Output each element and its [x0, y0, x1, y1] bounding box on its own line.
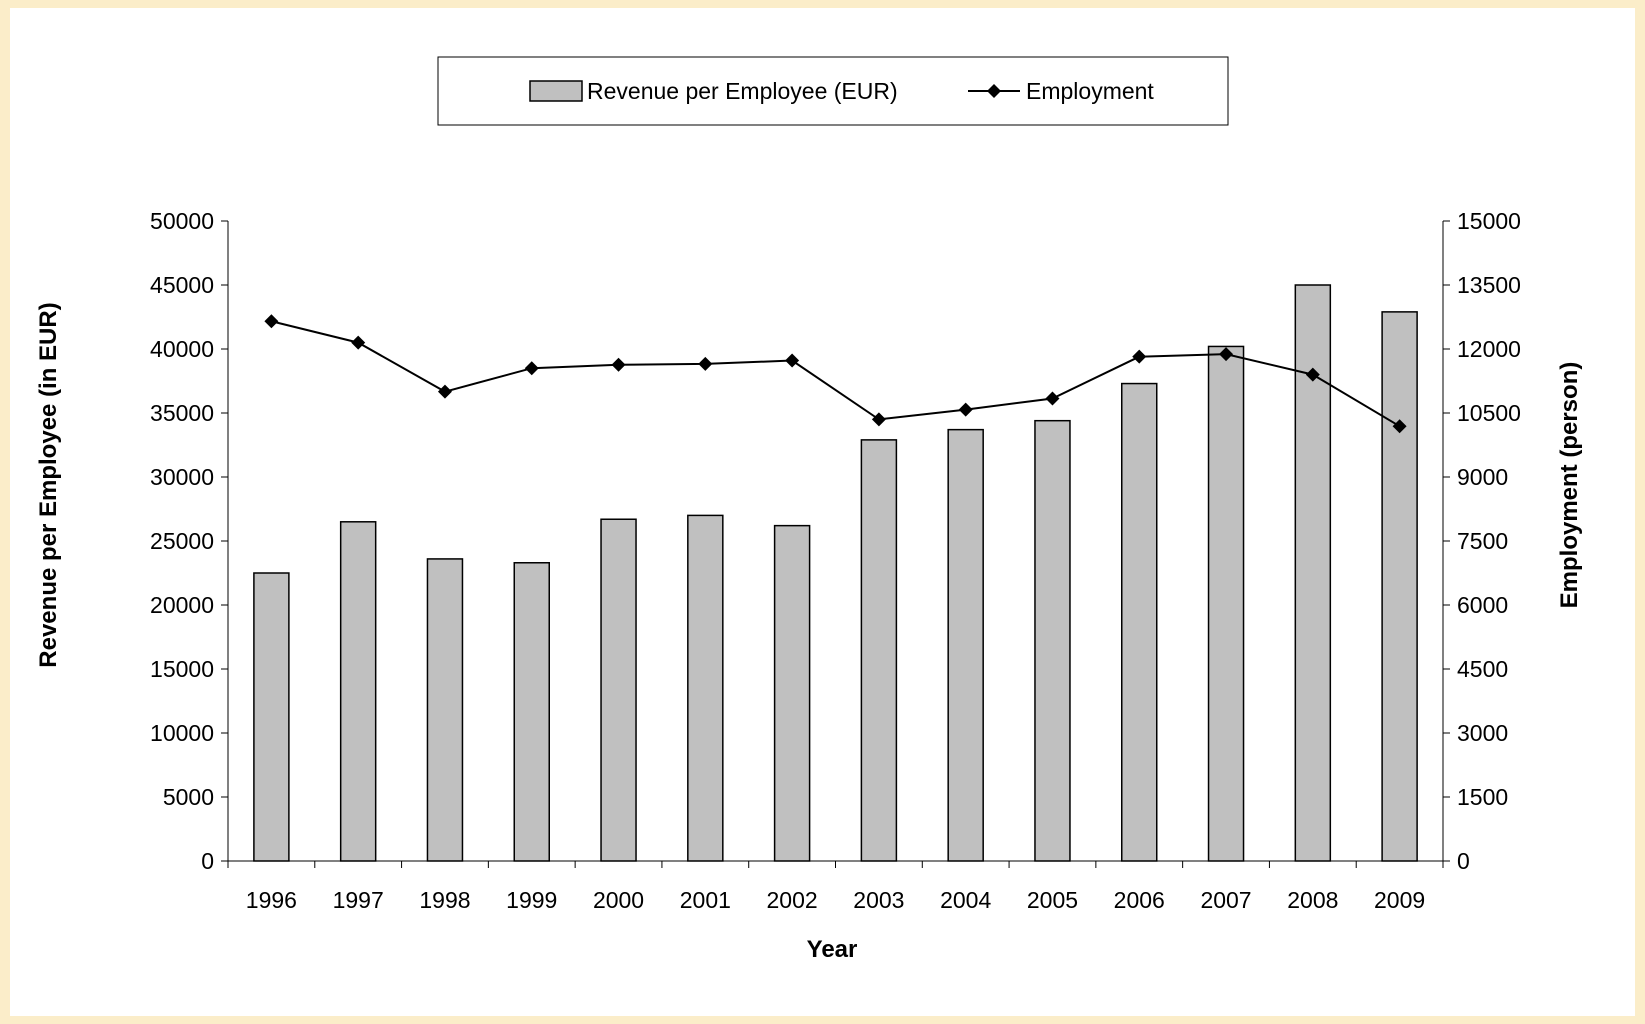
employment-point-2005: [1045, 391, 1060, 406]
y2-axis-title: Employment (person): [1556, 362, 1583, 609]
y2-tick-label: 13500: [1457, 272, 1521, 298]
employment-point-1996: [264, 314, 279, 329]
legend: Revenue per Employee (EUR) Employment: [437, 56, 1229, 126]
y-tick-label: 5000: [163, 784, 214, 810]
x-tick-label: 2003: [853, 887, 904, 913]
y2-tick-label: 12000: [1457, 336, 1521, 362]
y-tick-label: 15000: [150, 656, 214, 682]
legend-bar-swatch: [529, 80, 583, 102]
x-axis-title: Year: [807, 936, 858, 963]
x-tick-label: 2001: [680, 887, 731, 913]
bar-2000: [600, 518, 637, 862]
employment-point-1997: [351, 335, 366, 350]
employment-point-2003: [871, 412, 886, 427]
employment-point-2008: [1305, 367, 1320, 382]
y2-tick-label: 15000: [1457, 208, 1521, 234]
bar-2009: [1381, 311, 1418, 862]
bar-2007: [1207, 345, 1245, 862]
plot-area: 0500010000150002000025000300003500040000…: [150, 208, 1521, 913]
x-tick-label: 2009: [1374, 887, 1425, 913]
x-tick-label: 2006: [1114, 887, 1165, 913]
y-tick-label: 50000: [150, 208, 214, 234]
x-tick-label: 2002: [767, 887, 818, 913]
y2-tick-label: 7500: [1457, 528, 1508, 554]
employment-point-2000: [611, 357, 626, 372]
chart: Revenue per Employee (EUR) Employment 0 5…: [35, 56, 1583, 963]
y2-tick-label: 6000: [1457, 592, 1508, 618]
y2-tick-label: 9000: [1457, 464, 1508, 490]
employment-point-1999: [524, 361, 539, 376]
x-tick-label: 2008: [1287, 887, 1338, 913]
x-tick-label: 2004: [940, 887, 991, 913]
bar-2005: [1034, 419, 1071, 862]
y-tick-label: 10000: [150, 720, 214, 746]
employment-point-2004: [958, 402, 973, 417]
y-tick-label: 35000: [150, 400, 214, 426]
legend-diamond-marker: [987, 84, 1001, 98]
y2-tick-label: 4500: [1457, 656, 1508, 682]
bar-2006: [1121, 382, 1158, 862]
bar-1997: [339, 521, 377, 862]
x-tick-label: 1996: [246, 887, 297, 913]
bar-1999: [513, 562, 550, 862]
employment-point-2006: [1132, 349, 1147, 364]
employment-point-2007: [1219, 347, 1234, 362]
employment-point-1998: [437, 384, 452, 399]
legend-label-employment: Employment: [1026, 78, 1154, 104]
y-axis-title: Revenue per Employee (in EUR): [35, 302, 62, 667]
x-tick-label: 1998: [419, 887, 470, 913]
y-tick-label: 40000: [150, 336, 214, 362]
y-tick-label: 25000: [150, 528, 214, 554]
chart-frame: Revenue per Employee (EUR) Employment 0 5…: [10, 8, 1635, 1016]
y2-tick-label: 0: [1457, 848, 1470, 874]
bar-2002: [773, 524, 811, 862]
y2-tick-label: 3000: [1457, 720, 1508, 746]
legend-label-revenue: Revenue per Employee (EUR): [587, 78, 898, 104]
employment-point-2001: [698, 356, 713, 371]
x-tick-label: 2000: [593, 887, 644, 913]
bar-2003: [860, 439, 898, 862]
x-tick-label: 1997: [333, 887, 384, 913]
x-tick-label: 2005: [1027, 887, 1078, 913]
x-tick-label: 1999: [506, 887, 557, 913]
y-tick-label: 20000: [150, 592, 214, 618]
y-tick-label: 45000: [150, 272, 214, 298]
x-tick-label: 2007: [1200, 887, 1251, 913]
employment-point-2002: [785, 353, 800, 368]
y-tick-label: 30000: [150, 464, 214, 490]
y-tick-label: 0: [201, 848, 214, 874]
y2-tick-label: 1500: [1457, 784, 1508, 810]
y2-tick-label: 10500: [1457, 400, 1521, 426]
employment-point-2009: [1392, 419, 1407, 434]
bar-1996: [253, 572, 290, 862]
bar-1998: [426, 558, 464, 862]
bar-2001: [687, 514, 724, 862]
employment-line: [271, 320, 1401, 428]
bar-2004: [947, 428, 984, 862]
